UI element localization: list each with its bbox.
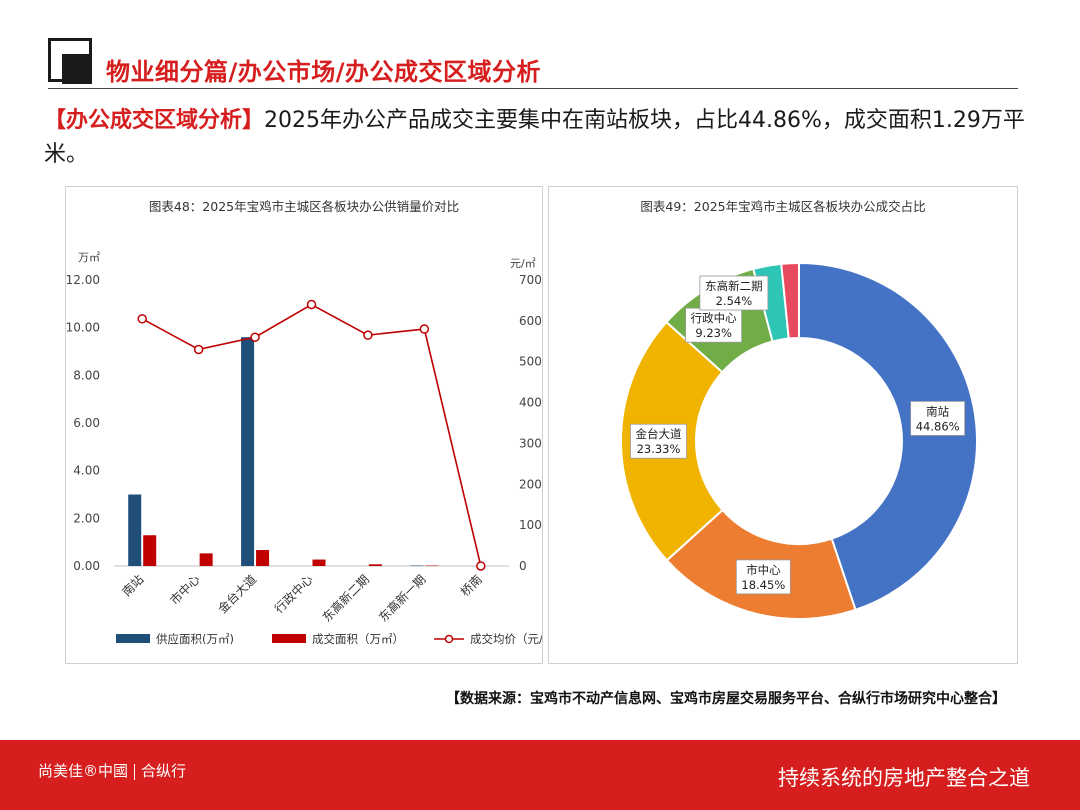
x-tick-label: 桥南 bbox=[457, 572, 485, 600]
y-tick-left: 12.00 bbox=[66, 273, 100, 287]
footer-logo-left: 尚美佳®中國 bbox=[38, 762, 129, 780]
y-tick-right: 4000 bbox=[519, 396, 542, 410]
x-tick-label: 市中心 bbox=[167, 572, 203, 608]
price-line bbox=[141, 303, 482, 567]
x-tick-label: 南站 bbox=[119, 572, 147, 600]
page-title: 物业细分篇/办公市场/办公成交区域分析 bbox=[106, 58, 542, 86]
x-tick-label: 东高新二期 bbox=[319, 572, 372, 625]
price-point bbox=[476, 561, 486, 571]
slice-label: 东高新二期 bbox=[705, 279, 763, 293]
slice-label-box bbox=[910, 401, 966, 436]
deal-bar bbox=[256, 550, 270, 566]
y-tick-right: 6000 bbox=[519, 314, 542, 328]
y-tick-left: 8.00 bbox=[73, 368, 100, 382]
legend-label: 成交均价（元/㎡） bbox=[470, 632, 542, 646]
slice-value: 2.54% bbox=[716, 294, 753, 308]
summary-tag: 【办公成交区域分析】 bbox=[44, 108, 265, 133]
slice-label-box bbox=[630, 423, 687, 459]
slice-label-box bbox=[699, 275, 769, 311]
footer-logo-right: 合纵行 bbox=[141, 762, 187, 780]
chart-title: 图表48：2025年宝鸡市主城区各板块办公供销量价对比 bbox=[149, 199, 459, 214]
price-point bbox=[363, 330, 373, 340]
data-source-note: 【数据来源：宝鸡市不动产信息网、宝鸡市房屋交易服务平台、合纵行市场研究中心整合】 bbox=[446, 691, 1006, 707]
y-tick-right: 2000 bbox=[519, 477, 542, 491]
footer-logo: 尚美佳®中國 合纵行 bbox=[38, 760, 186, 781]
footer-bar: 尚美佳®中國 合纵行 持续系统的房地产整合之道 bbox=[0, 740, 1080, 810]
slice-label: 市中心 bbox=[746, 563, 781, 577]
left-axis-unit: 万㎡ bbox=[78, 251, 100, 264]
deal-bar bbox=[368, 564, 382, 566]
y-tick-left: 4.00 bbox=[73, 464, 100, 478]
legend-label: 供应面积(万㎡) bbox=[156, 632, 234, 646]
deal-bar bbox=[312, 559, 326, 566]
donut-chart-panel: 图表49：2025年宝鸡市主城区各板块办公成交占比南站 44.86% 市中心 18.4… bbox=[548, 186, 1018, 664]
chart-title: 图表49：2025年宝鸡市主城区各板块办公成交占比 bbox=[640, 199, 925, 214]
price-point bbox=[250, 332, 260, 342]
slice-value: 18.45% bbox=[741, 578, 785, 592]
title-square-icon bbox=[48, 38, 92, 84]
slice-label: 金台大道 bbox=[636, 427, 682, 441]
donut-slice bbox=[798, 261, 978, 612]
y-tick-right: 0 bbox=[519, 559, 527, 573]
slice-label-box bbox=[735, 559, 791, 595]
x-tick-label: 东高新一期 bbox=[375, 572, 428, 625]
deal-bar bbox=[199, 553, 213, 566]
y-tick-left: 10.00 bbox=[66, 321, 100, 335]
footer-slogan: 持续系统的房地产整合之道 bbox=[778, 766, 1030, 790]
title-divider bbox=[48, 88, 1018, 89]
summary-text: 2025年办公产品成交主要集中在南站板块，占比44.86%，成交面积1.29万平… bbox=[44, 108, 1025, 167]
legend-line-marker bbox=[444, 634, 454, 644]
y-tick-left: 0.00 bbox=[73, 559, 100, 573]
legend-deal-swatch bbox=[272, 634, 306, 643]
slice-value: 23.33% bbox=[637, 442, 681, 456]
donut-slice bbox=[780, 261, 800, 340]
legend-label: 成交面积（万㎡） bbox=[312, 632, 404, 646]
supply-bar bbox=[241, 337, 255, 566]
y-tick-right: 7000 bbox=[519, 273, 542, 287]
price-point bbox=[137, 314, 147, 324]
y-tick-left: 2.00 bbox=[73, 511, 100, 525]
supply-bar bbox=[128, 494, 142, 566]
legend-supply-swatch bbox=[116, 634, 150, 643]
y-tick-left: 6.00 bbox=[73, 416, 100, 430]
x-tick-label: 行政中心 bbox=[271, 572, 316, 617]
slice-label: 行政中心 bbox=[691, 311, 737, 325]
slice-label: 南站 bbox=[926, 404, 949, 418]
bar-line-chart-panel: 图表48：2025年宝鸡市主城区各板块办公供销量价对比万㎡ 元/㎡ 12.00 10.… bbox=[65, 186, 543, 664]
slice-value: 9.23% bbox=[695, 326, 732, 340]
summary-paragraph: 【办公成交区域分析】2025年办公产品成交主要集中在南站板块，占比44.86%，… bbox=[44, 104, 1034, 172]
price-point bbox=[419, 324, 430, 334]
price-point bbox=[306, 299, 317, 310]
right-axis-unit: 元/㎡ bbox=[510, 257, 536, 270]
deal-bar bbox=[143, 535, 157, 566]
price-point bbox=[193, 344, 204, 355]
y-tick-right: 5000 bbox=[519, 355, 542, 369]
slice-value: 44.86% bbox=[916, 419, 960, 433]
x-tick-label: 金台大道 bbox=[215, 572, 260, 617]
y-tick-right: 3000 bbox=[519, 436, 542, 450]
